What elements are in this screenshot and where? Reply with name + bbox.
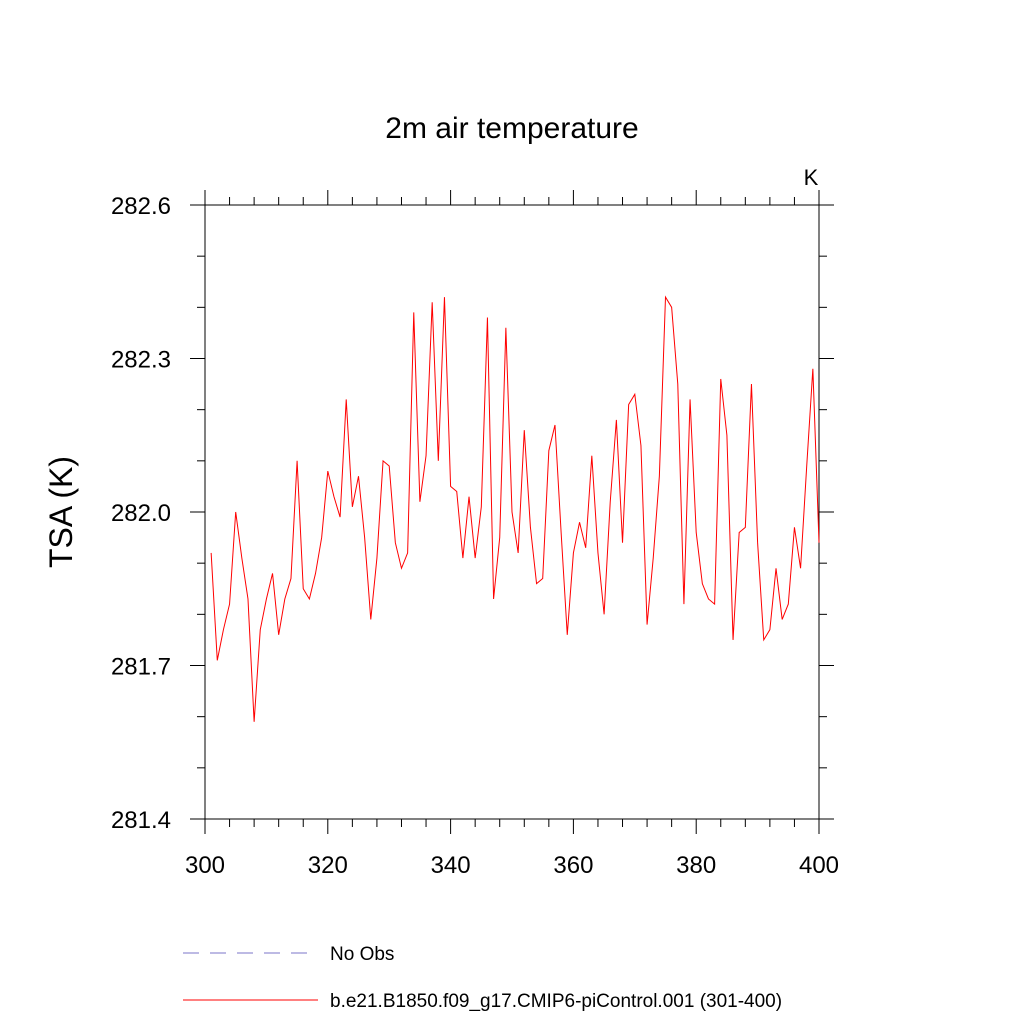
chart-title: 2m air temperature [385,112,638,145]
x-tick-label: 300 [185,852,225,879]
y-tick-label: 282.6 [111,193,171,220]
x-tick-label: 340 [431,852,471,879]
legend-label: No Obs [330,944,394,965]
axis-ticks [190,190,834,834]
y-tick-label: 282.0 [111,500,171,527]
series-line [210,295,820,722]
x-tick-label: 380 [676,852,716,879]
tick-labels: 300 320 340 360 380 400 281.4 281.7 282.0 282.3 28… [111,193,839,879]
legend-label: b.e21.B1850.f09_g17.CMIP6-piControl.001 … [330,991,782,1012]
x-tick-label: 360 [553,852,593,879]
y-axis-label: TSA (K) [43,456,79,568]
units-label: K [804,165,819,190]
x-tick-label: 320 [308,852,348,879]
y-tick-label: 282.3 [111,347,171,374]
y-tick-label: 281.7 [111,654,171,681]
x-tick-label: 400 [799,852,839,879]
y-tick-label: 281.4 [111,807,171,834]
legend: No Obs b.e21.B1850.f09_g17.CMIP6-piContro… [183,944,782,1012]
series-group [210,295,820,722]
